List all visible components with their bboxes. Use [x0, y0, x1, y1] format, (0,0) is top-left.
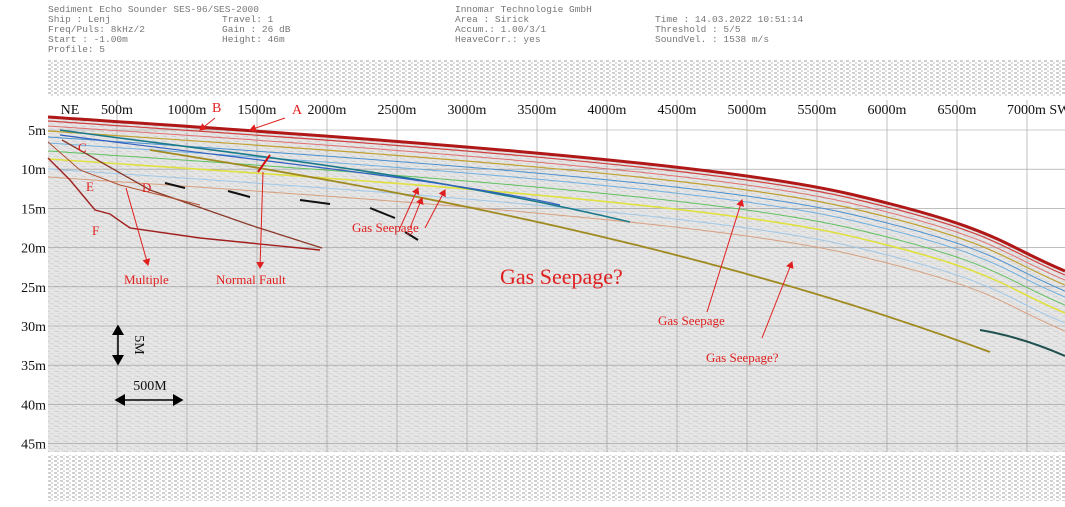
header-line: Height: 46m: [222, 34, 285, 45]
arrow: [761, 261, 794, 339]
x-label: 4000m: [588, 103, 627, 118]
x-label: 7000m SW: [1007, 103, 1065, 118]
x-label: 2000m: [308, 103, 347, 118]
reflector: [61, 139, 323, 249]
x-label: 1000m: [168, 103, 207, 118]
annotation: E: [86, 179, 94, 194]
annotation: Gas Seepage: [658, 313, 725, 328]
header-line: SoundVel. : 1538 m/s: [655, 34, 769, 45]
reflector: [47, 130, 1065, 286]
reflectors: NE: [47, 103, 1065, 357]
header-line: Travel: 1: [222, 14, 274, 25]
black-dash: [369, 207, 396, 219]
reflector: [47, 141, 201, 206]
grid: 500m 1000m 1500m 2000m 2500m 3000m 3500m 4000m 4…: [21, 100, 1065, 453]
annotation: A: [292, 103, 303, 118]
x-label: 4500m: [658, 103, 697, 118]
black-dash: [164, 182, 186, 189]
y-label: 20m: [21, 242, 46, 257]
reflector: [59, 129, 631, 223]
header-line: Start : -1.00m: [48, 34, 128, 45]
x-label: 2500m: [378, 103, 417, 118]
y-label: 5m: [28, 124, 46, 139]
depth-scale-label: 5M: [131, 335, 146, 355]
header-line: Sediment Echo Sounder SES-96/SES-2000: [48, 4, 259, 15]
y-label: 15m: [21, 202, 46, 217]
reflector: [47, 136, 1065, 292]
header-line: Gain : 26 dB: [222, 24, 291, 35]
annotation: Normal Fault: [216, 272, 286, 287]
reflector: [47, 157, 321, 251]
x-label: NE: [61, 103, 80, 118]
arrow: [706, 199, 745, 313]
y-label: 35m: [21, 359, 46, 374]
x-label: 3000m: [448, 103, 487, 118]
black-dash: [227, 190, 251, 198]
x-label: 5500m: [798, 103, 837, 118]
reflector: [47, 150, 1065, 306]
scale-bars: [112, 324, 184, 406]
arrow: [409, 197, 424, 229]
y-label: 30m: [21, 320, 46, 335]
noise-band: [48, 60, 1065, 96]
y-label: 10m: [21, 163, 46, 178]
annotations: A B C D E F Gas Seepage Multiple Normal Fault Gas…: [78, 101, 779, 365]
reflector: [47, 168, 1065, 324]
header-line: Area : Sirick: [455, 14, 529, 25]
reflector: [59, 134, 561, 206]
reflector: [47, 120, 1065, 276]
black-dash: [299, 199, 331, 205]
x-label: 1500m: [238, 103, 277, 118]
y-label: 40m: [21, 398, 46, 413]
x-label: 500m: [101, 103, 133, 118]
header-line: Ship : Lenj: [48, 14, 111, 25]
annotation: Multiple: [124, 272, 169, 287]
header-line: Time : 14.03.2022 10:51:14: [655, 14, 804, 25]
noise-band: [48, 455, 1065, 501]
reflector: [979, 329, 1065, 357]
arrow: [424, 189, 446, 229]
header-line: Accum.: 1.00/3/1: [455, 24, 547, 35]
annotation: F: [92, 223, 99, 238]
distance-scale-label: 500M: [133, 379, 167, 394]
y-label: 45m: [21, 438, 46, 453]
annotation: Gas Seepage?: [706, 350, 779, 365]
black-dash: [404, 231, 419, 241]
header-line: Profile: 5: [48, 44, 105, 55]
reflector: [47, 176, 1065, 332]
arrow: [199, 117, 216, 131]
y-label: 25m: [21, 281, 46, 296]
annotation: C: [78, 140, 87, 155]
arrows: [125, 117, 794, 339]
annotation: Gas Seepage?: [500, 264, 623, 289]
annotation: Gas Seepage: [352, 220, 419, 235]
header-line: Innomar Technologie GmbH: [455, 4, 592, 15]
header-line: Freq/Puls: 8kHz/2: [48, 24, 145, 35]
header: Sediment Echo Sounder SES-96/SES-2000Shi…: [48, 4, 804, 55]
reflector: [47, 158, 1065, 314]
header-line: HeaveCorr.: yes: [455, 34, 541, 45]
x-label: 6000m: [868, 103, 907, 118]
x-label: 5000m: [728, 103, 767, 118]
x-label: 6500m: [938, 103, 977, 118]
annotation: D: [142, 180, 151, 195]
annotation: B: [212, 101, 221, 116]
arrow: [249, 117, 286, 132]
reflector: [47, 125, 1065, 281]
x-label: 3500m: [518, 103, 557, 118]
arrow: [256, 171, 265, 269]
arrow: [125, 187, 151, 266]
fault: [257, 154, 271, 173]
header-line: Threshold : 5/5: [655, 24, 741, 35]
arrow: [399, 187, 420, 229]
